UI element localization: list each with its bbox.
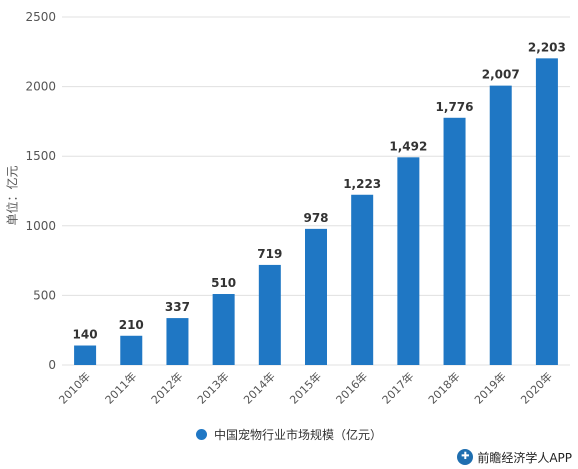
- x-tick-label: 2017年: [379, 369, 416, 406]
- data-label: 510: [211, 276, 236, 290]
- data-label: 978: [303, 211, 328, 225]
- data-label: 337: [165, 300, 190, 314]
- bar: [120, 335, 143, 365]
- x-tick-label: 2012年: [148, 369, 185, 406]
- y-tick-label: 2500: [25, 10, 56, 24]
- bar: [535, 58, 558, 365]
- x-tick-label: 2019年: [471, 369, 508, 406]
- data-label: 2,007: [482, 68, 520, 82]
- footer-text: 前瞻经济学人APP: [477, 450, 572, 465]
- bar: [212, 294, 235, 365]
- y-tick-label: 1000: [25, 219, 56, 233]
- y-tick-label: 500: [33, 288, 56, 302]
- bar: [351, 194, 374, 365]
- bar: [166, 318, 189, 365]
- legend-marker: [195, 428, 207, 440]
- legend-label: 中国宠物行业市场规模（亿元）: [213, 427, 382, 442]
- y-tick-label: 0: [48, 358, 56, 372]
- app-logo-icon: ✚: [457, 449, 474, 465]
- y-axis-title-text: 单位：亿元: [5, 164, 20, 226]
- legend: 中国宠物行业市场规模（亿元）: [0, 425, 578, 443]
- bar: [443, 117, 466, 366]
- x-tick-label: 2011年: [102, 369, 139, 406]
- data-label: 719: [257, 247, 282, 261]
- footer: ✚ 前瞻经济学人APP: [457, 448, 572, 466]
- x-tick-label: 2010年: [56, 369, 93, 406]
- y-tick-label: 2000: [25, 80, 56, 94]
- x-tick-label: 2015年: [287, 369, 324, 406]
- data-label: 1,492: [389, 139, 427, 153]
- data-label: 210: [119, 318, 144, 332]
- y-tick-label: 1500: [25, 149, 56, 163]
- x-tick-label: 2016年: [333, 369, 370, 406]
- data-label: 2,203: [528, 40, 566, 54]
- y-axis-title: 单位：亿元: [2, 150, 22, 240]
- bar: [305, 228, 327, 365]
- bar: [397, 157, 420, 365]
- bar: [489, 85, 512, 365]
- data-label: 140: [73, 328, 98, 342]
- bar: [74, 345, 97, 365]
- x-tick-label: 2020年: [518, 369, 555, 406]
- data-label: 1,223: [343, 177, 381, 191]
- x-tick-label: 2014年: [240, 369, 277, 406]
- data-label: 1,776: [436, 100, 474, 114]
- bar: [258, 264, 281, 365]
- x-tick-label: 2018年: [425, 369, 462, 406]
- x-tick-label: 2013年: [194, 369, 231, 406]
